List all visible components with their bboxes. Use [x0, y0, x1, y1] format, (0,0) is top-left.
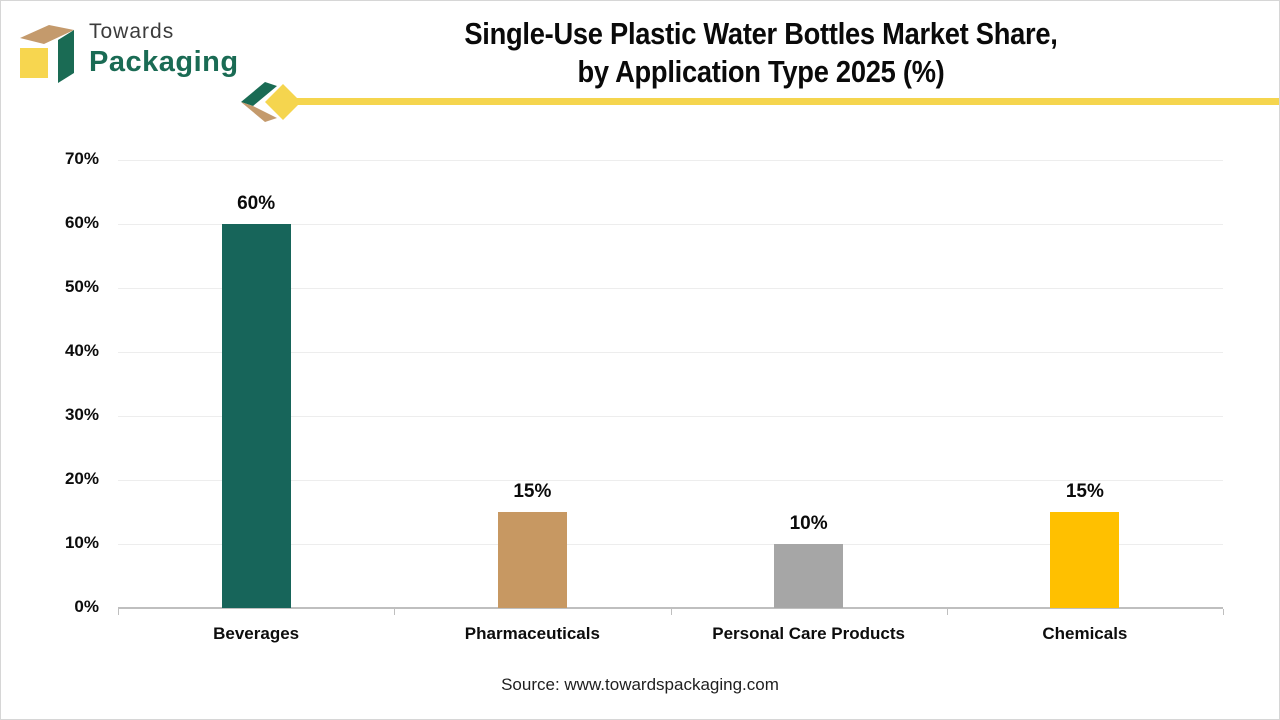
- chart-title-line1: Single-Use Plastic Water Bottles Market …: [464, 16, 1058, 51]
- x-axis-tick: [118, 609, 119, 615]
- bar-value-label: 60%: [237, 193, 276, 214]
- y-axis-label: 0%: [74, 597, 99, 616]
- packaging-box-icon: [20, 25, 74, 83]
- y-axis-label: 60%: [64, 213, 99, 232]
- gridline: [118, 224, 1223, 225]
- bar-chemicals: [1050, 512, 1120, 608]
- y-axis-label: 20%: [64, 469, 99, 488]
- gridline: [118, 352, 1223, 353]
- bar-personal-care-products: [774, 544, 844, 608]
- y-axis-label: 10%: [64, 533, 99, 552]
- x-axis-tick: [394, 609, 396, 615]
- y-axis-label: 50%: [64, 277, 99, 296]
- x-axis-line: [118, 607, 1223, 609]
- category-label: Personal Care Products: [712, 624, 905, 643]
- divider-line: [283, 98, 1279, 105]
- y-axis-label: 30%: [64, 405, 99, 424]
- bar-value-label: 10%: [789, 513, 828, 534]
- chart-title: Single-Use Plastic Water Bottles Market …: [303, 15, 1218, 91]
- category-label: Pharmaceuticals: [464, 624, 600, 643]
- x-axis-tick: [1223, 609, 1224, 615]
- logo-text: Towards Packaging: [89, 21, 239, 77]
- category-label: Beverages: [213, 624, 300, 643]
- gridline: [118, 544, 1223, 545]
- diamond-arrow-icon: [241, 82, 301, 122]
- y-axis-label: 70%: [64, 149, 99, 168]
- bar-pharmaceuticals: [497, 512, 567, 608]
- logo-word-towards: Towards: [89, 20, 175, 43]
- towards-packaging-logo: Towards Packaging: [15, 13, 315, 95]
- bar-value-label: 15%: [1065, 481, 1104, 502]
- bar-value-label: 15%: [513, 481, 552, 502]
- x-axis-tick: [946, 609, 948, 615]
- y-axis-label: 40%: [64, 341, 99, 360]
- category-label: Chemicals: [1042, 624, 1128, 643]
- gridline: [118, 480, 1223, 481]
- x-axis-tick: [670, 609, 672, 615]
- gridline: [118, 160, 1223, 161]
- bar-beverages: [221, 224, 291, 608]
- gridline: [118, 416, 1223, 417]
- source-text: Source: www.towardspackaging.com: [501, 675, 779, 694]
- logo-word-packaging: Packaging: [89, 46, 239, 78]
- chart-title-line2: by Application Type 2025 (%): [577, 54, 945, 89]
- gridline: [118, 288, 1223, 289]
